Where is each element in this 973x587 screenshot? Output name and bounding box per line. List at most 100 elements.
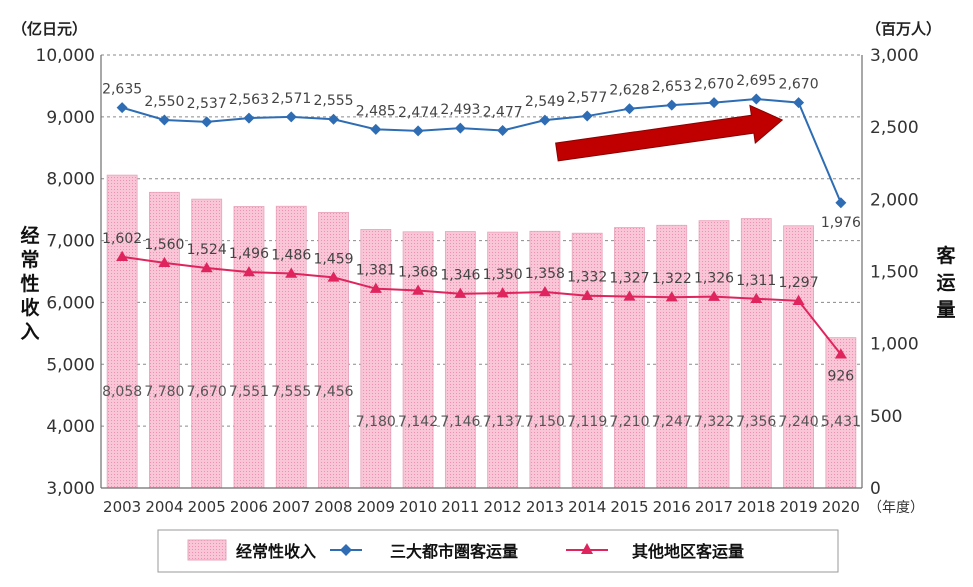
point-value-label: 2,670: [779, 77, 819, 93]
bar: [825, 337, 857, 489]
point-value-label: 1,346: [440, 268, 480, 284]
point-value-label: 1,326: [694, 271, 734, 287]
triangle-point: [750, 292, 763, 303]
triangle-point: [708, 290, 721, 301]
point-value-label: 1,381: [356, 263, 396, 279]
x-tick-label: 2008: [314, 498, 352, 516]
bar-value-label: 5,431: [821, 414, 861, 430]
right-tick-label: 2,000: [870, 190, 919, 210]
diamond-point: [835, 197, 847, 209]
diamond-point: [285, 111, 297, 123]
point-value-label: 1,486: [271, 248, 311, 264]
point-value-label: 2,555: [313, 93, 353, 109]
diamond-point: [328, 113, 340, 125]
x-tick-label: 2012: [484, 498, 522, 516]
point-value-label: 1,524: [187, 242, 227, 258]
legend-triangle-marker: [581, 543, 593, 554]
left-tick-label: 3,000: [46, 479, 95, 499]
triangle-point: [834, 348, 847, 359]
triangle-point: [116, 250, 129, 261]
point-value-label: 2,628: [609, 83, 649, 99]
x-tick-label: 2014: [568, 498, 606, 516]
bar: [149, 191, 180, 489]
point-value-label: 2,670: [694, 77, 734, 93]
left-tick-label: 7,000: [46, 232, 95, 252]
point-value-label: 1,368: [398, 265, 438, 281]
right-tick-label: 500: [870, 407, 902, 427]
right-tick-label: 3,000: [870, 46, 919, 66]
point-value-label: 2,493: [440, 102, 480, 118]
x-tick-label: 2010: [399, 498, 437, 516]
bar: [444, 231, 476, 489]
bar: [529, 230, 561, 489]
bar-value-label: 7,456: [313, 384, 353, 400]
triangle-point: [623, 290, 636, 301]
bar: [698, 220, 730, 489]
left-tick-label: 9,000: [46, 108, 95, 128]
bar-value-label: 7,210: [609, 414, 649, 430]
x-tick-label: 2020: [822, 498, 860, 516]
x-tick-label: 2017: [695, 498, 733, 516]
point-value-label: 1,459: [313, 251, 353, 267]
x-tick-label: 2006: [230, 498, 268, 516]
left-tick-label: 8,000: [46, 170, 95, 190]
bar-value-label: 7,670: [187, 384, 227, 400]
point-value-label: 2,477: [483, 104, 523, 120]
diamond-point: [708, 97, 720, 109]
triangle-point: [792, 294, 805, 305]
triangle-point: [285, 267, 298, 278]
point-value-label: 2,695: [736, 73, 776, 89]
bar: [614, 227, 645, 489]
point-value-label: 1,496: [229, 246, 269, 262]
bar: [191, 198, 223, 489]
bar: [106, 174, 138, 489]
legend-diamond-marker: [340, 544, 352, 556]
diamond-point: [581, 110, 593, 122]
point-value-label: 1,297: [779, 275, 819, 291]
bar-value-label: 7,150: [525, 414, 565, 430]
diamond-point: [539, 114, 551, 126]
legend-label: 其他地区客运量: [632, 542, 744, 561]
point-value-label: 1,311: [736, 273, 776, 289]
x-tick-label: 2013: [526, 498, 564, 516]
bar-value-label: 7,551: [229, 384, 269, 400]
diamond-point: [116, 102, 128, 114]
right-tick-label: 0: [870, 479, 881, 499]
triangle-point: [327, 271, 340, 282]
triangle-point: [242, 266, 255, 277]
series-line: [121, 255, 842, 355]
diamond-point: [201, 116, 213, 128]
diamond-point: [623, 103, 635, 115]
legend-box: [157, 529, 839, 573]
trend-arrow: [555, 104, 784, 162]
bar: [402, 231, 434, 489]
bar-value-label: 7,247: [652, 414, 692, 430]
point-value-label: 2,549: [525, 94, 565, 110]
triangle-point: [538, 285, 551, 297]
bar: [571, 232, 603, 489]
x-tick-label: 2019: [779, 498, 817, 516]
x-tick-label: 2005: [188, 498, 226, 516]
diamond-point: [666, 99, 678, 111]
diamond-point: [370, 123, 382, 135]
point-value-label: 2,550: [144, 94, 184, 110]
bar-value-label: 7,322: [694, 414, 734, 430]
bar-value-label: 8,058: [102, 384, 142, 400]
diamond-point: [158, 114, 170, 126]
right-axis-unit: （百万人）: [866, 20, 941, 38]
x-tick-label: 2003: [103, 498, 141, 516]
legend-label: 三大都市圏客运量: [390, 542, 518, 561]
point-value-label: 1,976: [821, 215, 861, 231]
triangle-point: [158, 256, 171, 268]
bar-value-label: 7,119: [567, 414, 607, 430]
point-value-label: 1,322: [652, 271, 692, 287]
bar-value-label: 7,142: [398, 414, 438, 430]
diamond-point: [243, 112, 255, 124]
right-tick-label: 1,000: [870, 335, 919, 355]
bar: [783, 225, 814, 489]
x-tick-label: 2015: [610, 498, 648, 516]
x-tick-label: 2018: [737, 498, 775, 516]
triangle-point: [665, 291, 678, 302]
diamond-point: [750, 93, 762, 105]
